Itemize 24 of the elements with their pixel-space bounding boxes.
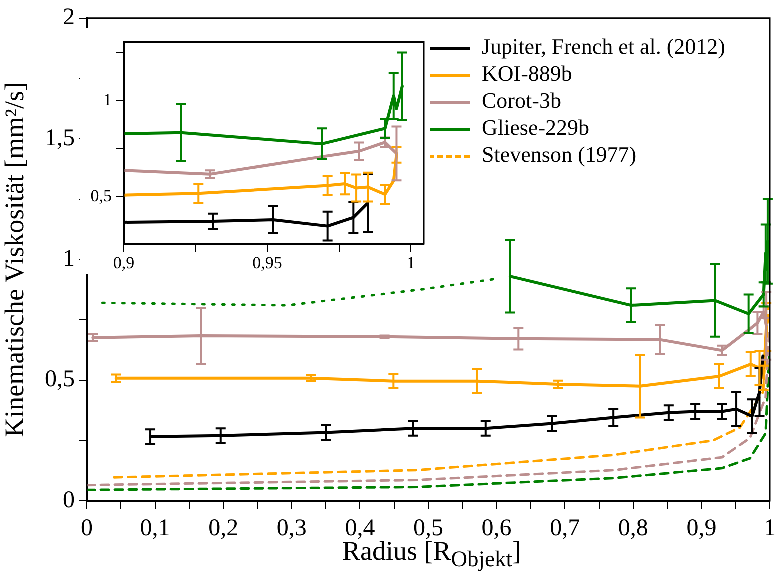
x-tick-label: 0,95 xyxy=(252,254,282,273)
y-tick-label: 2 xyxy=(63,4,75,31)
legend-label: KOI-889b xyxy=(482,61,572,86)
x-tick-label: 0,9 xyxy=(113,254,135,273)
x-tick-label: 1 xyxy=(406,254,416,273)
y-axis-title: Kinematische Viskosität [mm²/s] xyxy=(0,82,30,438)
y-tick-label: 0,5 xyxy=(45,366,75,393)
x-tick-label: 1 xyxy=(764,516,776,542)
x-tick-label: 0 xyxy=(81,516,93,542)
y-tick-label: 1,5 xyxy=(45,125,75,152)
legend-label: Jupiter, French et al. (2012) xyxy=(482,34,726,59)
legend-label: Stevenson (1977) xyxy=(482,142,637,167)
y-tick-label: 0 xyxy=(63,487,75,514)
x-tick-label: 0,4 xyxy=(345,516,376,542)
x-tick-label: 0,1 xyxy=(140,516,170,542)
x-tick-label: 0,3 xyxy=(276,516,307,542)
x-tick-label: 0,7 xyxy=(550,516,580,542)
x-tick-label: 0,9 xyxy=(686,516,717,542)
x-tick-label: 0,6 xyxy=(482,516,512,542)
x-tick-label: 0,2 xyxy=(208,516,239,542)
x-tick-label: 0,8 xyxy=(618,516,648,542)
legend-label: Corot-3b xyxy=(482,88,562,113)
x-tick-label: 0,5 xyxy=(414,516,444,542)
legend-label: Gliese-229b xyxy=(482,115,590,140)
